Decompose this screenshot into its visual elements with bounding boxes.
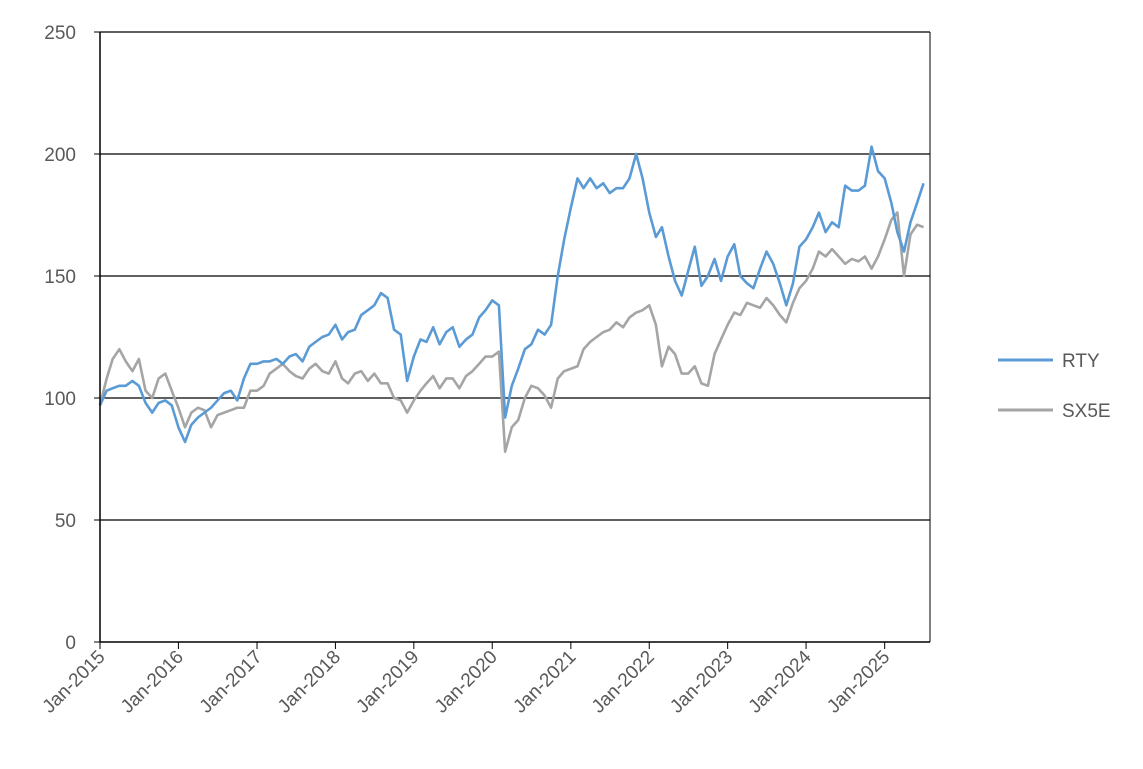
y-tick-label: 100	[44, 389, 76, 410]
y-tick-label: 150	[44, 267, 76, 288]
x-tick-label: Jan-2019	[352, 647, 423, 718]
x-tick-label: Jan-2015	[39, 647, 110, 718]
x-tick-label: Jan-2020	[431, 647, 502, 718]
x-tick-label: Jan-2024	[745, 646, 816, 717]
y-tick-label: 250	[44, 23, 76, 44]
x-tick-labels: Jan-2015 Jan-2016 Jan-2017 Jan-2018 Jan-2019…	[39, 642, 894, 718]
x-tick-label: Jan-2018	[274, 647, 345, 718]
x-tick-label: Jan-2022	[588, 647, 659, 718]
x-tick-label: Jan-2016	[117, 647, 188, 718]
axes	[99, 31, 931, 643]
x-tick-label: Jan-2021	[510, 647, 581, 718]
series-line-sx5e	[98, 211, 925, 453]
y-tick-label: 200	[44, 145, 76, 166]
series-line-rty	[98, 145, 925, 444]
x-tick-label: Jan-2025	[823, 647, 894, 718]
series-lines	[98, 145, 925, 453]
gridlines	[100, 31, 930, 521]
y-tick-label: 0	[65, 633, 76, 654]
legend-label-rty: RTY	[1062, 351, 1100, 372]
y-tick-label: 50	[55, 511, 76, 532]
legend: RTY SX5E	[998, 351, 1111, 422]
x-tick-label: Jan-2017	[196, 647, 267, 718]
x-tick-label: Jan-2023	[666, 647, 737, 718]
legend-label-sx5e: SX5E	[1062, 401, 1111, 422]
y-tick-labels: 0 50 100 150 200 250	[44, 23, 100, 654]
